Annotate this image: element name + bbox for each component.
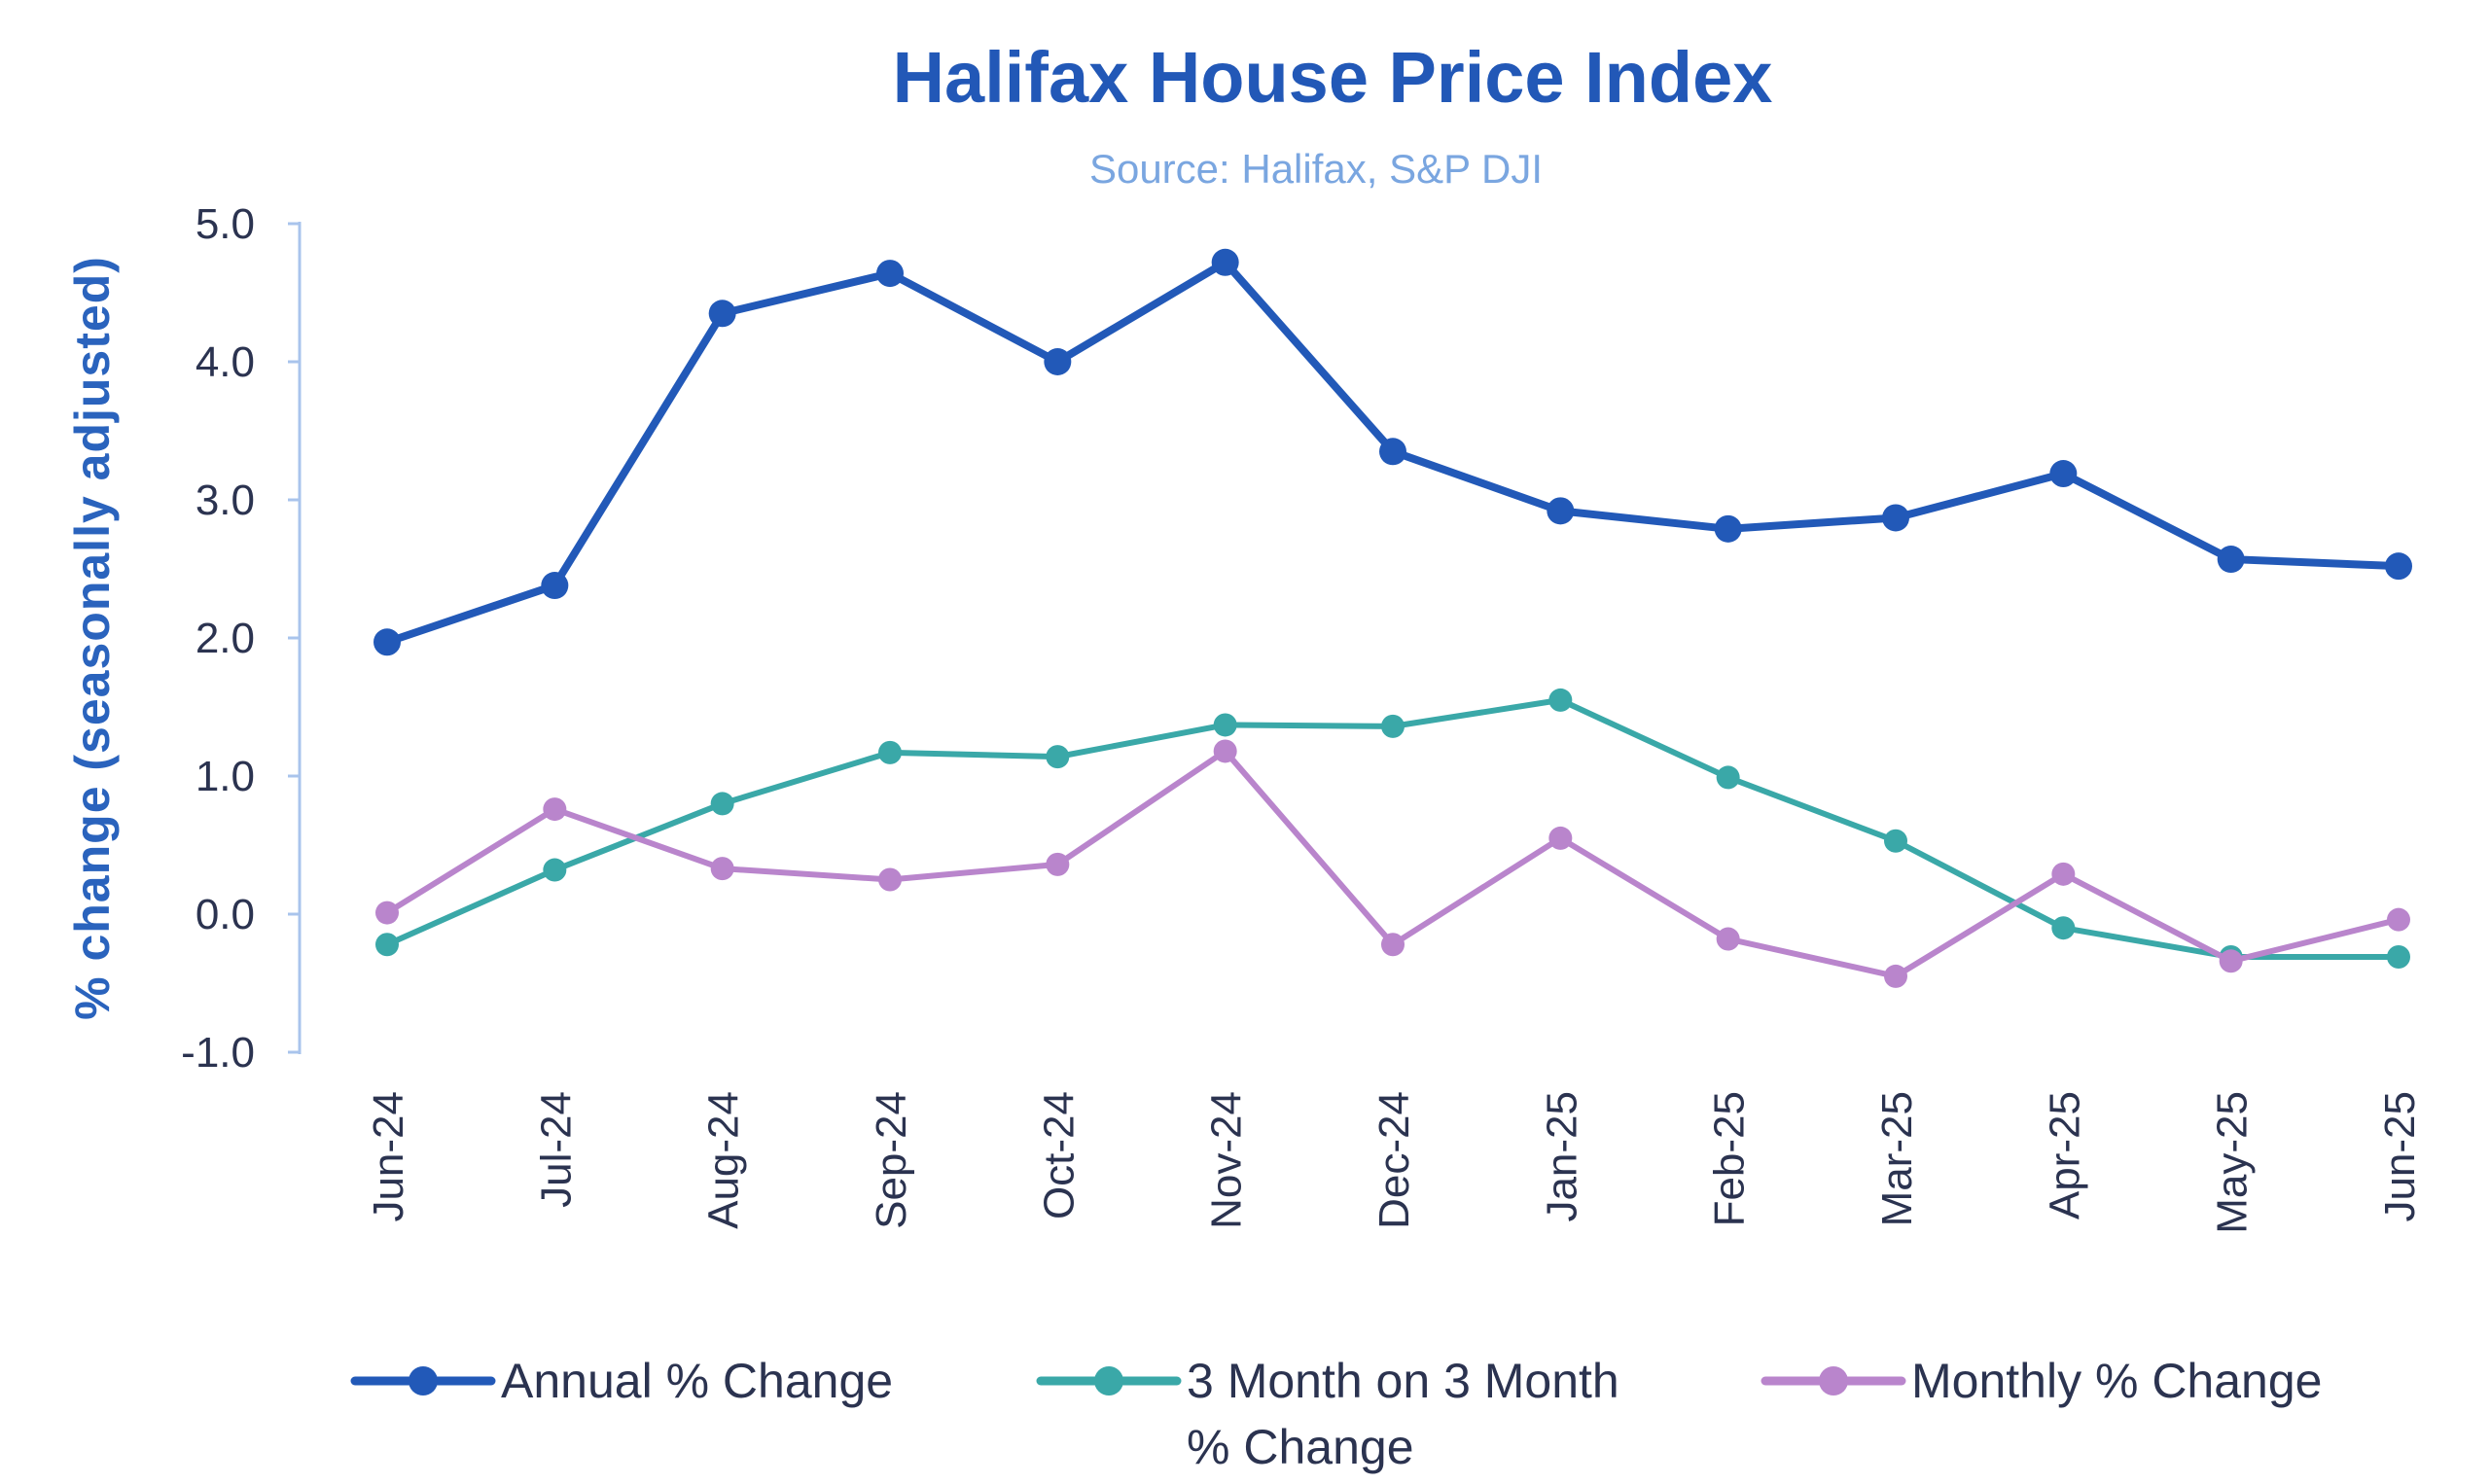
legend-item: Annual % Change <box>350 1354 893 1408</box>
data-point <box>375 901 399 925</box>
y-tick-label: 2.0 <box>196 615 255 662</box>
x-tick-label: Feb-25 <box>1706 1091 1754 1226</box>
x-tick-label: Mar-25 <box>1873 1091 1921 1226</box>
series-0 <box>374 248 2412 656</box>
data-point <box>1714 514 1742 543</box>
y-tick-label: 1.0 <box>196 753 255 800</box>
y-tick-label: -1.0 <box>181 1029 255 1077</box>
y-tick-label: 5.0 <box>196 200 255 248</box>
data-point <box>1548 688 1573 712</box>
x-tick-label: May-25 <box>2209 1091 2257 1234</box>
series-1 <box>375 688 2410 970</box>
data-point <box>1046 852 1070 876</box>
data-point <box>878 867 902 892</box>
legend-item: Monthly % Change <box>1761 1354 2322 1408</box>
x-tick-label: Aug-24 <box>700 1091 748 1229</box>
data-point <box>1884 964 1907 988</box>
data-point <box>543 797 567 822</box>
data-point <box>2219 949 2243 973</box>
legend-label: Monthly % Change <box>1911 1354 2322 1408</box>
legend-swatch-marker <box>1094 1366 1123 1396</box>
data-point <box>710 792 734 816</box>
legend-label: 3 Month on 3 Month <box>1187 1354 1619 1408</box>
legend-swatch-marker <box>409 1366 438 1396</box>
x-tick-label: Dec-24 <box>1370 1091 1418 1229</box>
data-point <box>541 572 569 600</box>
legend-label: Annual % Change <box>501 1354 893 1408</box>
y-tick-label: 3.0 <box>196 477 255 524</box>
data-point <box>2051 916 2076 940</box>
x-tick-label: Jul-24 <box>532 1091 580 1208</box>
data-point <box>1548 826 1573 850</box>
data-point <box>375 933 399 957</box>
x-tick-label: Sep-24 <box>868 1091 915 1229</box>
x-tick-label: Nov-24 <box>1203 1091 1251 1229</box>
legend-swatch-marker <box>1819 1366 1848 1396</box>
x-tick-label: Jun-25 <box>2376 1091 2424 1222</box>
data-point <box>1044 348 1072 375</box>
series-line <box>385 696 2399 961</box>
series-2 <box>375 739 2410 988</box>
y-tick-label: 4.0 <box>196 338 255 386</box>
data-point <box>1046 745 1070 769</box>
chart-title: Halifax House Price Index <box>893 37 1773 118</box>
data-point <box>876 260 904 288</box>
data-point <box>1716 927 1740 951</box>
legend-label: % Change <box>1187 1420 1414 1474</box>
data-point <box>2387 907 2410 932</box>
x-tick-label: Apr-25 <box>2041 1091 2088 1219</box>
y-axis-label: % change (seasonally adjusted) <box>65 256 120 1020</box>
data-point <box>1381 714 1405 738</box>
data-point <box>2049 460 2078 488</box>
x-tick-label: Jun-24 <box>365 1091 412 1222</box>
data-point <box>878 740 902 764</box>
legend-item: 3 Month on 3 Month % Change <box>1036 1354 1619 1474</box>
data-point <box>1213 739 1237 763</box>
data-point <box>374 628 401 656</box>
data-point <box>1884 829 1907 853</box>
data-point <box>1716 765 1740 790</box>
data-point <box>2387 945 2410 970</box>
data-point <box>708 300 736 328</box>
data-point <box>1381 933 1405 957</box>
data-point <box>2051 862 2076 886</box>
x-tick-label: Jan-25 <box>1538 1091 1585 1222</box>
data-point <box>2217 546 2245 574</box>
data-point <box>1882 504 1909 532</box>
data-point <box>1547 497 1575 525</box>
data-point <box>2385 552 2412 581</box>
data-point <box>543 858 567 882</box>
data-point <box>1211 248 1239 276</box>
x-tick-label: Oct-24 <box>1035 1091 1083 1219</box>
data-point <box>710 857 734 881</box>
chart-subtitle: Source: Halifax, S&P DJI <box>1089 146 1543 192</box>
data-point <box>1213 713 1237 737</box>
y-tick-label: 0.0 <box>196 891 255 938</box>
data-point <box>1379 438 1406 466</box>
